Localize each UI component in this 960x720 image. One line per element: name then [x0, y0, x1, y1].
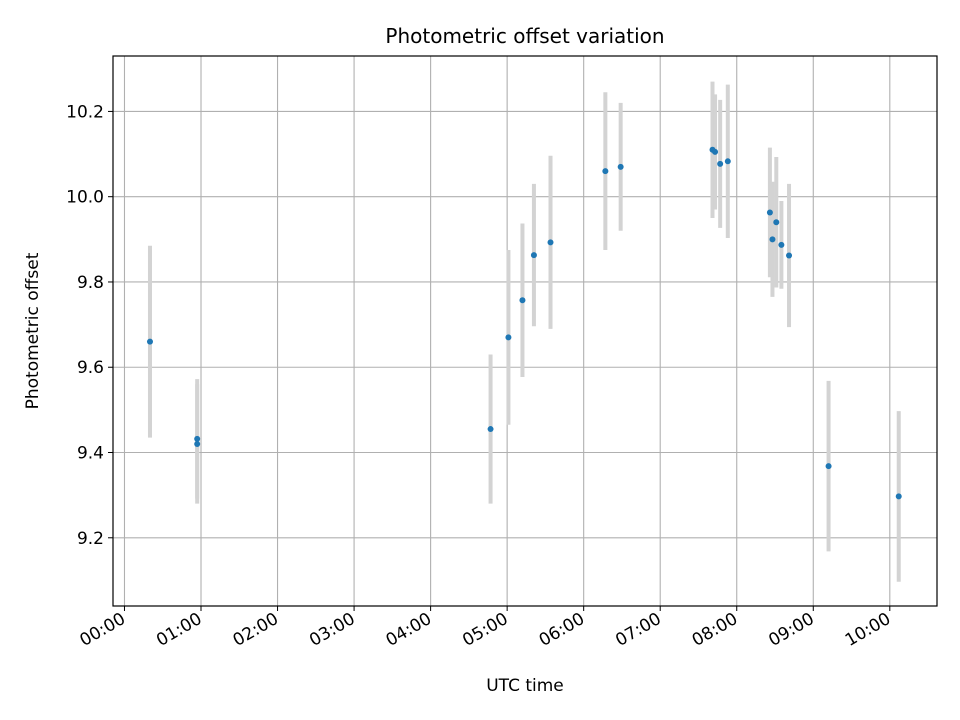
data-point: [194, 435, 201, 442]
y-axis-ticks: 9.2 9.4 9.6 9.8 10.0 10.2: [66, 102, 113, 549]
y-tick-label: 9.8: [77, 273, 104, 293]
y-tick-label: 9.4: [77, 444, 104, 464]
data-point: [505, 334, 512, 341]
data-point: [766, 209, 773, 216]
data-point: [602, 168, 609, 175]
y-tick-label: 9.6: [77, 358, 104, 378]
data-point: [712, 148, 719, 155]
data-point: [825, 463, 832, 470]
y-tick-label: 10.0: [66, 188, 104, 208]
data-point: [778, 241, 785, 248]
data-point: [717, 160, 724, 167]
y-tick-label: 9.2: [77, 529, 104, 549]
data-point: [895, 493, 902, 500]
data-point: [487, 426, 494, 433]
chart-title: Photometric offset variation: [385, 24, 664, 48]
data-point: [773, 219, 780, 226]
data-point: [769, 236, 776, 243]
data-point: [786, 252, 793, 259]
data-points: [146, 146, 902, 500]
x-axis-label: UTC time: [486, 676, 564, 696]
y-tick-label: 10.2: [66, 102, 104, 122]
data-point: [617, 163, 624, 170]
data-point: [724, 158, 731, 165]
data-point: [146, 338, 153, 345]
y-axis-label: Photometric offset: [23, 252, 43, 409]
plot-frame: [112, 55, 938, 607]
data-point: [547, 239, 554, 246]
data-point: [530, 252, 537, 259]
data-point: [519, 297, 526, 304]
data-point: [194, 440, 201, 447]
